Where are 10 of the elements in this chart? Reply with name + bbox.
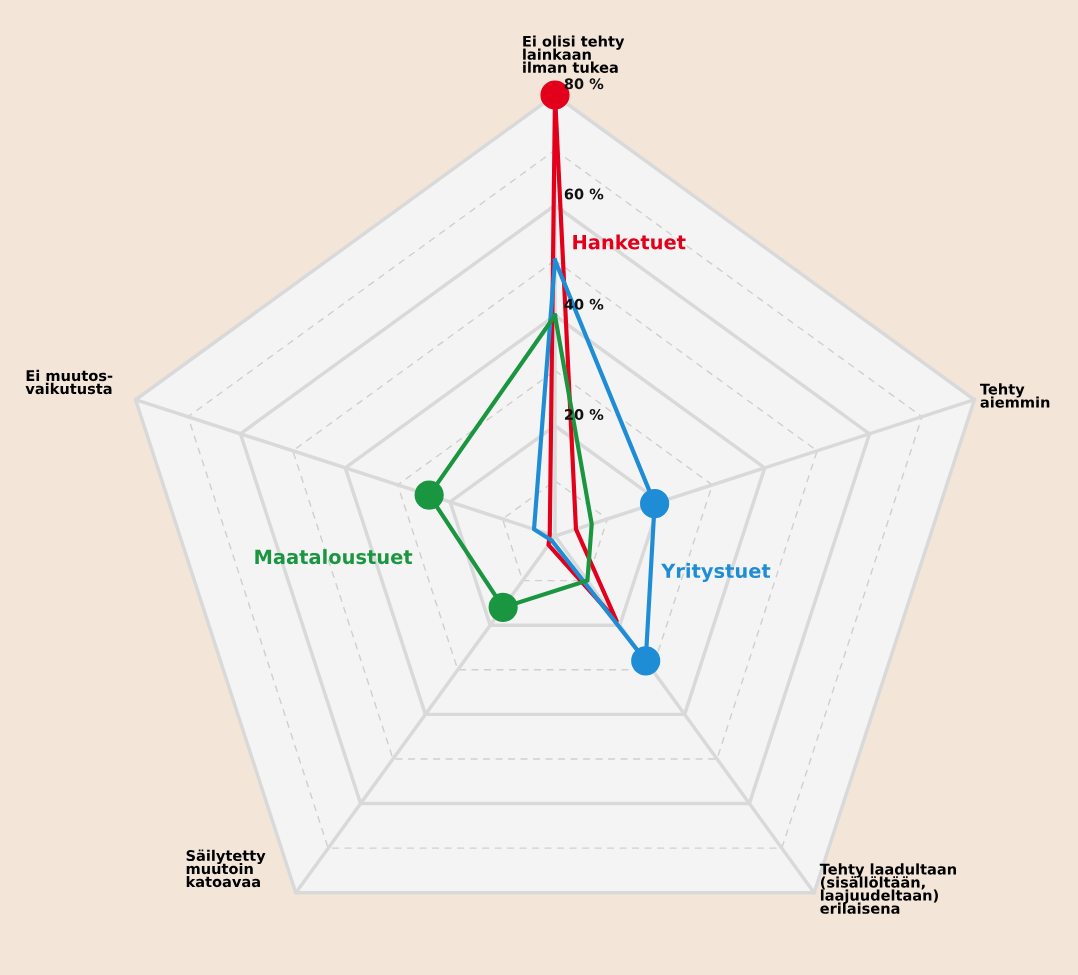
spoke-label: Ei muutos- vaikutusta (25, 369, 113, 395)
spoke-label: Säilytetty muutoin katoavaa (186, 849, 266, 888)
text: Maataloustuet (255, 549, 413, 565)
spoke-label: Ei olisi tehty lainkaan ilman tukea (523, 35, 625, 73)
spoke-label: Tehty aiemmin (980, 383, 1050, 408)
series-label: Yritystuet (661, 563, 771, 583)
y-tick-label: 80 % (564, 78, 604, 90)
y-tick-label: 60 % (564, 188, 604, 200)
spoke-label: Tehty laadultaan (sisällöltään, laajuudeltaan) erilaisena (819, 863, 956, 914)
series-label: Hanketuet (573, 234, 686, 250)
